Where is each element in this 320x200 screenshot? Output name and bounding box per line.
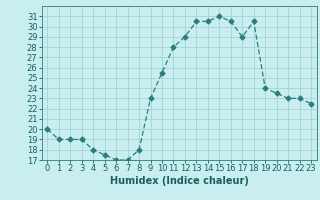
- X-axis label: Humidex (Indice chaleur): Humidex (Indice chaleur): [110, 176, 249, 186]
